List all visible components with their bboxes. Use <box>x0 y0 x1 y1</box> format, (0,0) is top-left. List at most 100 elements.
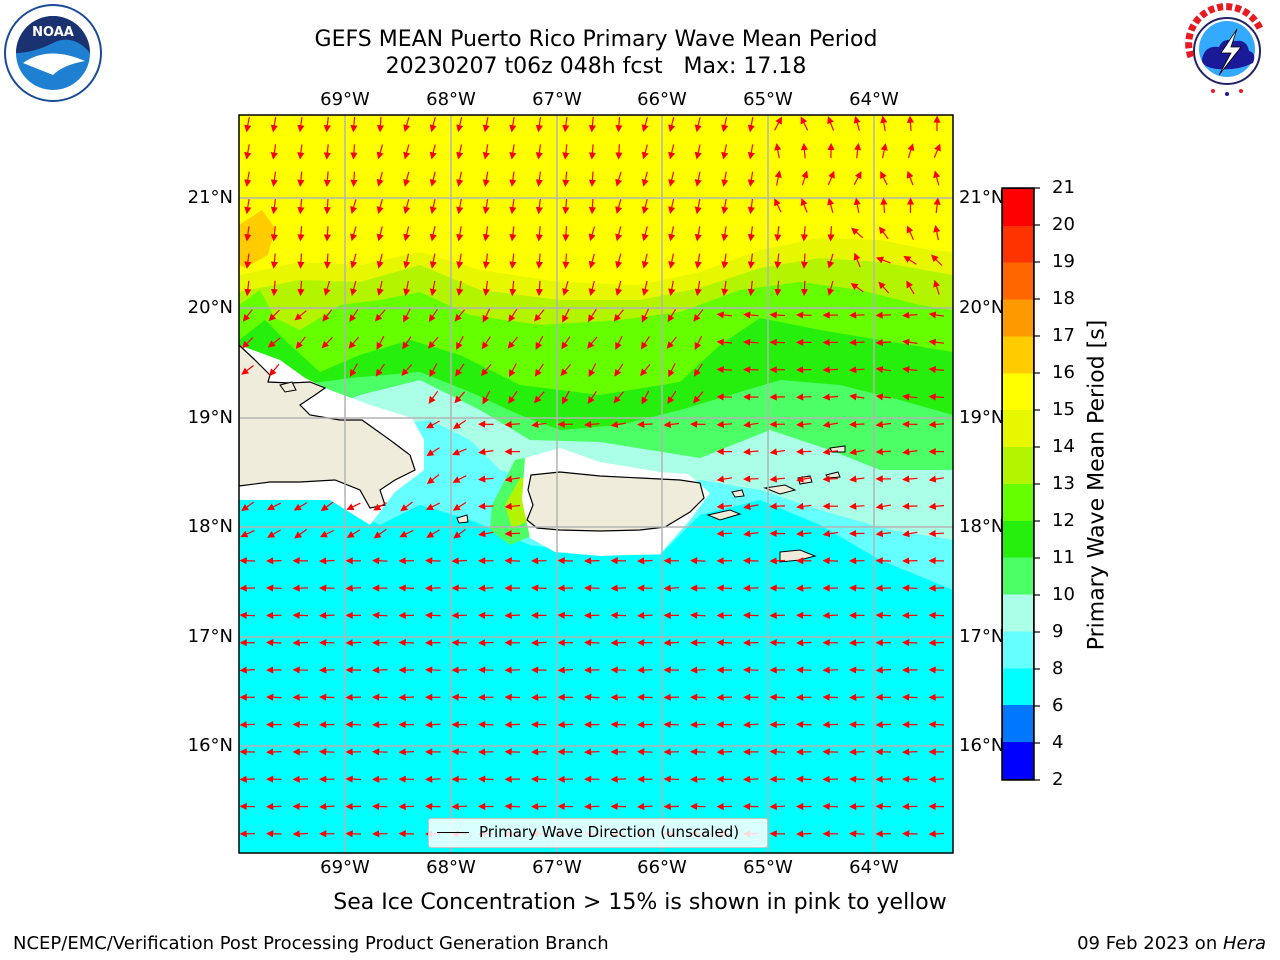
wave-arrow <box>297 117 305 133</box>
lon-label-bottom: 65°W <box>743 857 793 878</box>
wave-arrow <box>534 309 545 322</box>
wave-arrow <box>562 253 570 269</box>
wave-arrow <box>875 393 891 401</box>
wave-arrow <box>535 144 543 160</box>
wave-arrow <box>668 253 676 269</box>
wave-arrow <box>822 393 839 401</box>
wave-arrow <box>774 226 782 242</box>
svg-text:NOAA: NOAA <box>32 25 74 40</box>
wave-arrow <box>637 611 653 620</box>
wave-arrow <box>323 198 332 215</box>
wave-arrow <box>743 666 759 674</box>
wave-arrow <box>535 198 543 215</box>
legend-line-swatch <box>437 832 469 833</box>
wave-arrow <box>716 584 733 592</box>
wave-arrow <box>588 144 596 160</box>
wave-arrow <box>588 253 596 269</box>
wave-arrow <box>849 639 865 647</box>
wave-arrow <box>456 117 464 133</box>
wave-arrow <box>928 311 944 319</box>
wave-arrow <box>694 335 703 350</box>
wave-arrow <box>933 170 941 186</box>
wave-arrow <box>456 171 464 187</box>
wave-arrow <box>323 116 331 133</box>
wave-arrow <box>716 311 733 319</box>
wave-arrow <box>875 365 891 374</box>
wave-arrow <box>694 253 702 269</box>
wave-arrow <box>822 611 839 620</box>
wave-arrow <box>769 502 786 510</box>
wave-arrow <box>902 393 918 401</box>
wave-arrow <box>376 335 385 350</box>
wave-arrow <box>667 308 677 323</box>
wave-arrow <box>425 775 441 783</box>
wave-arrow <box>453 419 467 430</box>
wave-arrow <box>297 171 305 188</box>
wave-arrow <box>398 639 415 647</box>
wave-arrow <box>928 420 945 428</box>
wave-arrow <box>716 502 733 510</box>
colorbar-tick-label: 18 <box>1052 288 1075 309</box>
wave-arrow <box>615 144 623 160</box>
wave-arrow <box>451 802 468 811</box>
wave-arrow <box>482 280 490 297</box>
wave-arrow <box>561 336 571 350</box>
wave-arrow <box>244 171 252 187</box>
wave-arrow <box>504 475 520 483</box>
colorbar-cover <box>1002 188 1034 780</box>
wave-arrow <box>769 693 786 701</box>
wave-arrow <box>293 502 308 511</box>
wave-arrow <box>774 280 782 297</box>
wave-arrow <box>456 144 464 160</box>
wave-arrow <box>426 447 440 457</box>
wave-arrow <box>615 280 623 296</box>
wave-arrow <box>907 143 915 159</box>
wave-arrow <box>403 171 411 187</box>
wave-arrow <box>743 775 759 783</box>
wave-arrow <box>769 748 786 756</box>
wave-arrow <box>509 116 517 133</box>
wave-arrow <box>244 144 252 160</box>
wave-arrow <box>694 171 702 187</box>
wave-arrow <box>693 309 704 322</box>
wave-arrow <box>482 198 490 215</box>
wave-arrow <box>853 197 861 213</box>
wave-arrow <box>933 224 941 241</box>
wave-arrow <box>747 280 755 297</box>
lon-label-bottom: 67°W <box>532 857 582 878</box>
wave-arrow <box>456 198 464 215</box>
wave-arrow <box>562 226 570 242</box>
wave-arrow <box>800 226 808 242</box>
wave-arrow <box>453 528 466 539</box>
wave-arrow <box>455 363 465 377</box>
wave-arrow <box>906 225 914 240</box>
wave-arrow <box>376 199 384 214</box>
wave-arrow <box>504 502 521 510</box>
wave-arrow <box>323 253 332 269</box>
wave-arrow <box>822 530 838 538</box>
chart-title-line2: 20230207 t06z 048h fcst Max: 17.18 <box>385 54 807 79</box>
wave-arrow <box>743 448 759 456</box>
wave-arrow <box>373 528 387 539</box>
wave-arrow <box>587 308 597 323</box>
wave-arrow <box>822 420 839 429</box>
wave-arrow <box>533 391 545 404</box>
wave-arrow <box>452 501 467 511</box>
wave-arrow <box>615 253 623 269</box>
wave-arrow <box>398 584 415 592</box>
wave-arrow <box>403 144 411 160</box>
wave-arrow <box>584 748 600 756</box>
wave-arrow <box>849 693 865 701</box>
wave-arrow <box>376 253 384 269</box>
lat-label-left: 18°N <box>187 516 233 537</box>
land-culebra <box>731 489 745 498</box>
wave-arrow <box>323 171 331 188</box>
wave-arrow <box>769 557 786 565</box>
wave-arrow <box>668 198 676 215</box>
wave-arrow <box>721 280 729 297</box>
wave-arrow <box>610 720 627 729</box>
wave-arrow <box>902 448 918 456</box>
wave-arrow <box>531 693 547 701</box>
wave-arrow <box>297 198 305 215</box>
